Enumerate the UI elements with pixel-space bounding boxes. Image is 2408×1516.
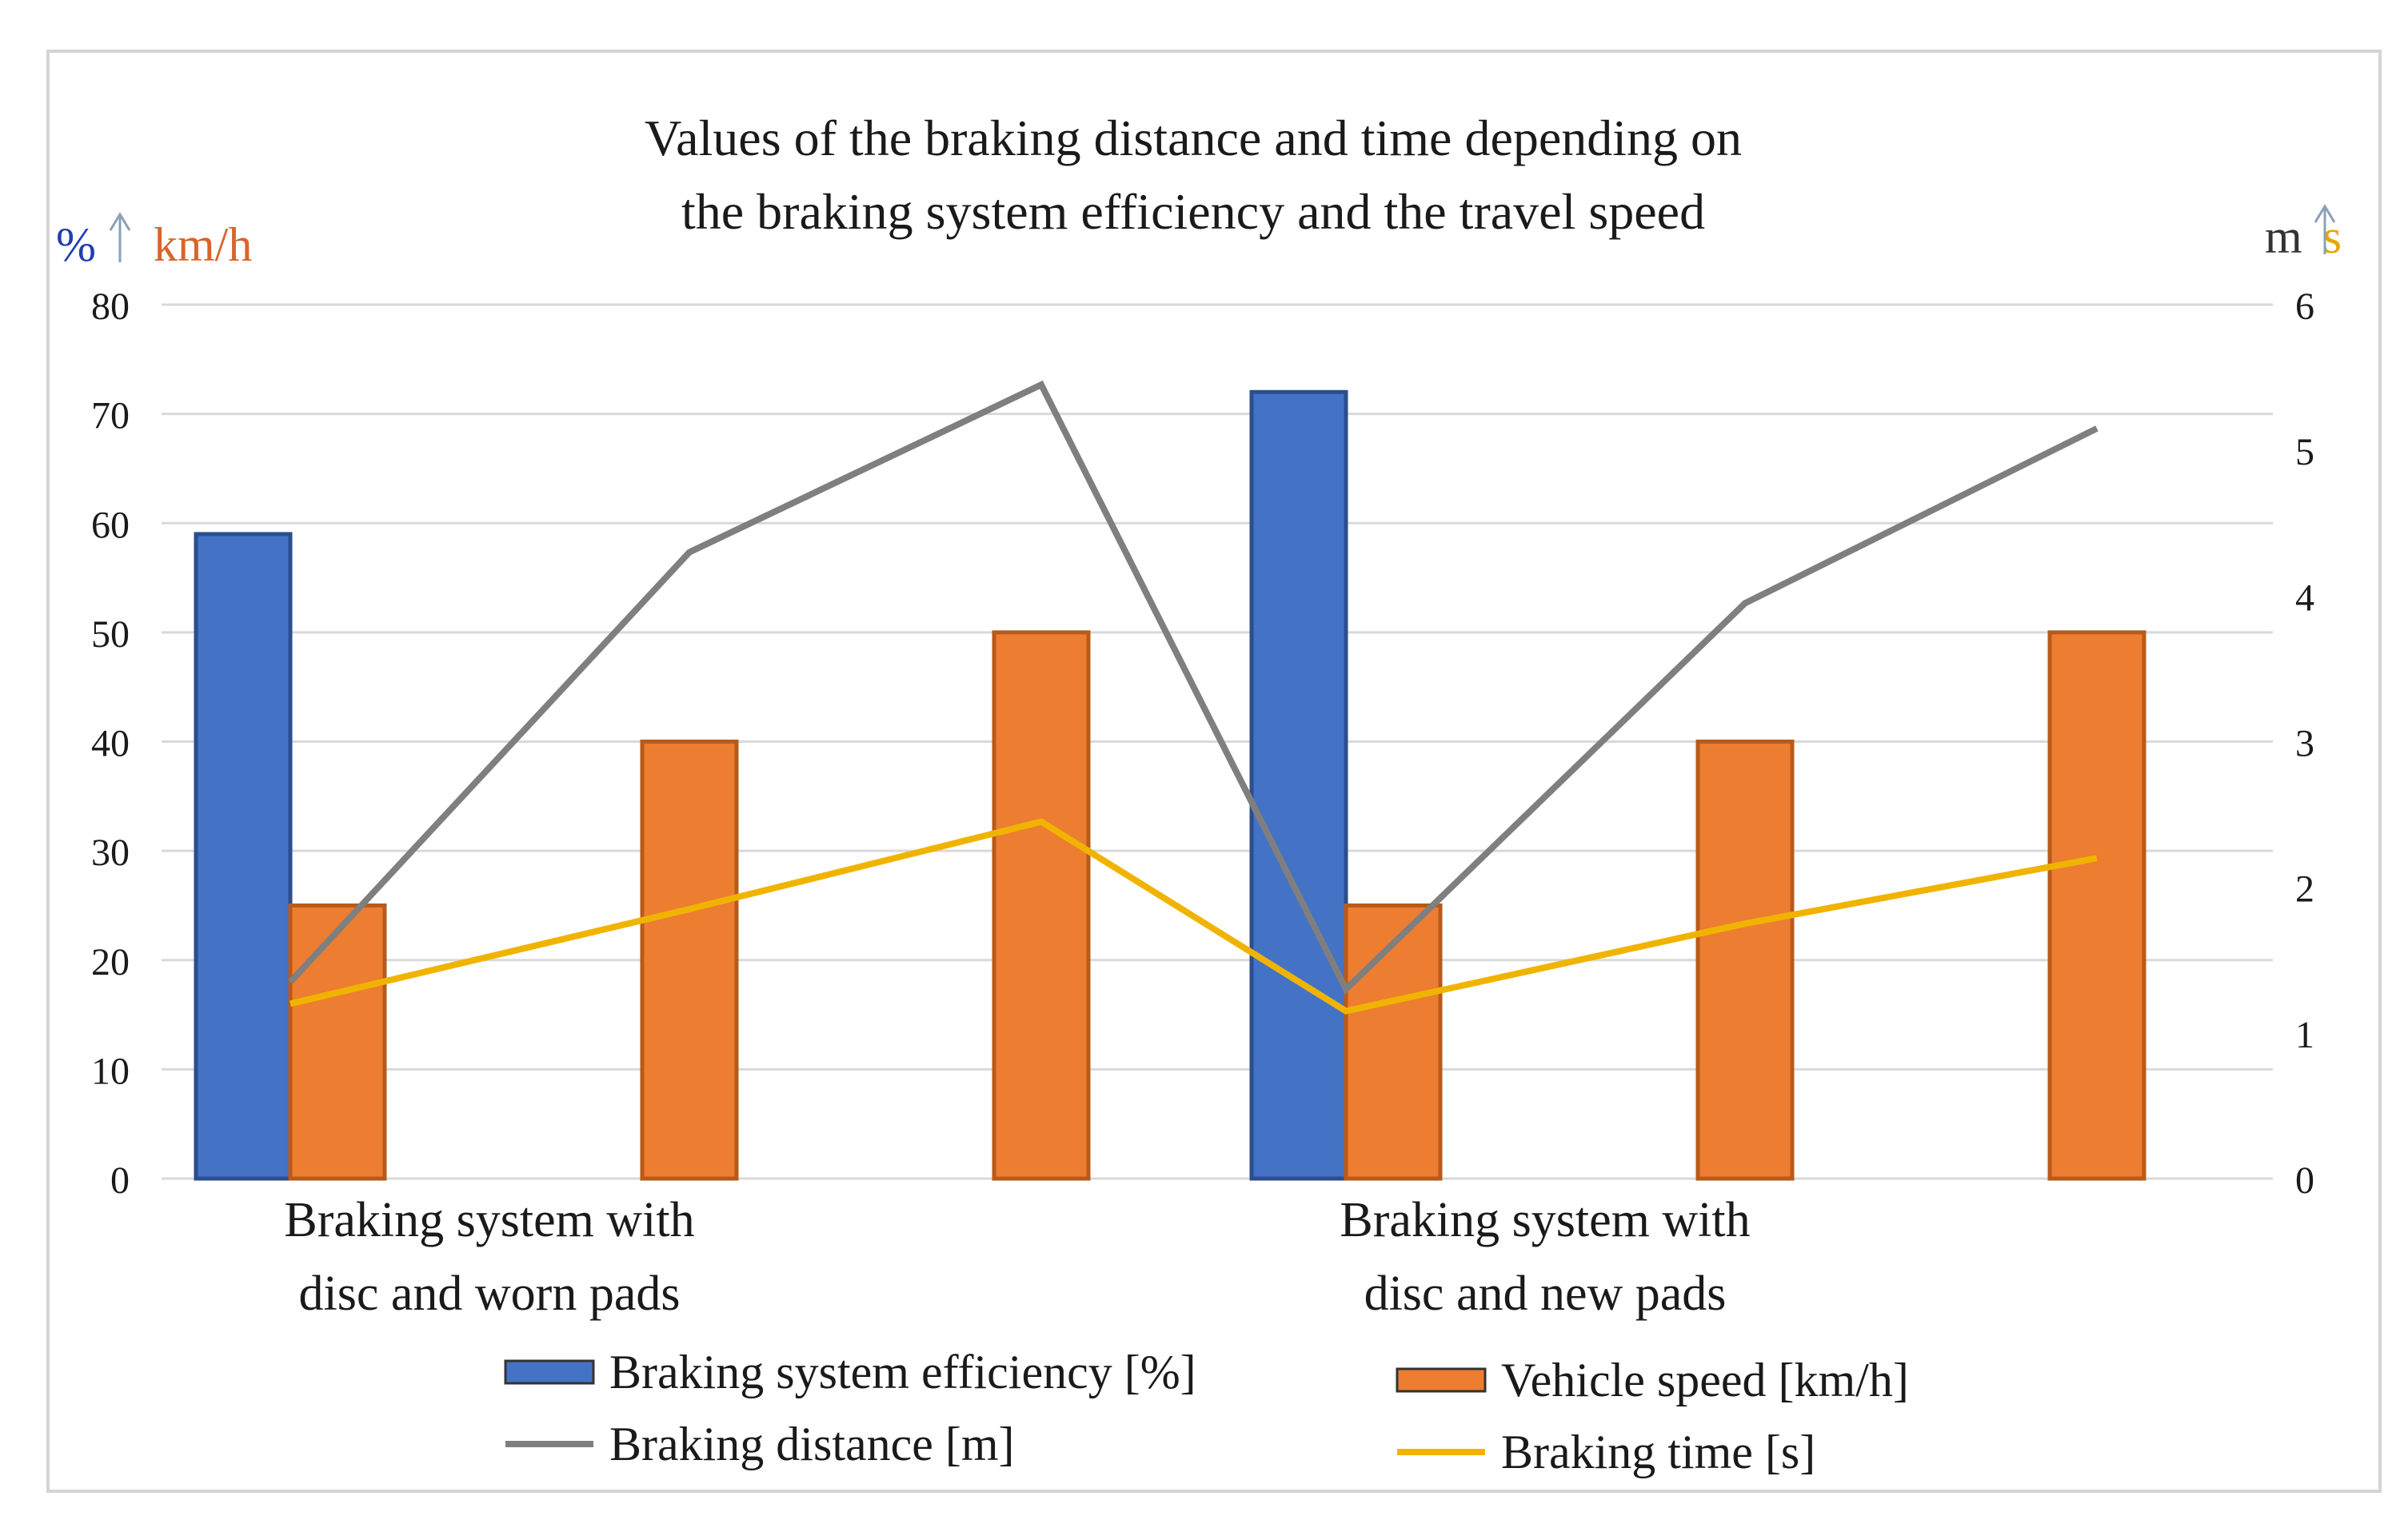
chart-title-line: the braking system efficiency and the tr… [681, 183, 1705, 240]
right-axis-label-part: m [2265, 210, 2302, 263]
arrow-up-icon [109, 212, 131, 262]
chart: Values of the braking distance and time … [56, 110, 2342, 1478]
chart-title-line: Values of the braking distance and time … [645, 110, 1742, 166]
category-label: disc and worn pads [299, 1267, 681, 1321]
left-tick-label: 0 [110, 1159, 130, 1202]
speed-bar [640, 740, 739, 1181]
legend-label: Braking distance [m] [609, 1418, 1015, 1470]
category-label: disc and new pads [1364, 1267, 1727, 1321]
left-tick-label: 40 [91, 723, 130, 765]
legend-label: Vehicle speed [km/h] [1501, 1354, 1909, 1406]
arrow-up-icon [2314, 204, 2336, 254]
bars [194, 389, 2146, 1181]
legend-label: Braking system efficiency [%] [609, 1346, 1196, 1398]
speed-bar [288, 903, 387, 1181]
right-tick-label: 3 [2295, 723, 2314, 765]
efficiency-bar [194, 532, 293, 1181]
category-labels: Braking system with disc and worn pads Bra… [284, 1193, 1750, 1321]
series-line [290, 818, 2098, 1015]
left-tick-label: 30 [91, 832, 130, 874]
legend-swatch [504, 1359, 595, 1385]
left-tick-label: 60 [91, 504, 130, 546]
left-tick-label: 80 [91, 285, 130, 328]
left-tick-label: 50 [91, 613, 130, 656]
right-axis-label-part: s [2323, 210, 2342, 263]
right-tick-label: 6 [2295, 285, 2314, 328]
left-axis-label: % km/h [56, 218, 252, 271]
speed-bar [992, 630, 1091, 1181]
chart-title: Values of the braking distance and time … [645, 110, 1742, 240]
left-axis-label-part: % [56, 218, 96, 271]
efficiency-bar [1249, 389, 1348, 1181]
right-tick-label: 5 [2295, 431, 2314, 473]
series-line [288, 380, 2099, 995]
speed-bar [2047, 630, 2146, 1181]
left-axis-label-part: km/h [154, 218, 252, 271]
axis-unit-labels: % km/h m s [56, 204, 2342, 271]
legend-swatch [1396, 1367, 1487, 1393]
right-axis-ticks: 0 1 2 3 4 5 6 [2295, 285, 2314, 1202]
right-tick-label: 0 [2295, 1159, 2314, 1202]
legend: Braking system efficiency [%] Vehicle spe… [504, 1346, 1909, 1478]
category-label: Braking system with [1340, 1193, 1750, 1247]
legend-label: Braking time [s] [1501, 1426, 1815, 1478]
speed-bar [1344, 903, 1443, 1181]
right-tick-label: 2 [2295, 868, 2314, 911]
right-tick-label: 1 [2295, 1014, 2314, 1056]
left-tick-label: 20 [91, 941, 130, 983]
left-axis-ticks: 0 10 20 30 40 50 60 70 80 [91, 285, 130, 1202]
chart-frame: Values of the braking distance and time … [46, 50, 2382, 1493]
gridlines [162, 303, 2273, 1180]
speed-bar [1695, 740, 1795, 1181]
series-lines [288, 380, 2099, 1015]
right-tick-label: 4 [2295, 576, 2314, 619]
category-label: Braking system with [284, 1193, 694, 1247]
left-tick-label: 10 [91, 1050, 130, 1092]
left-tick-label: 70 [91, 395, 130, 437]
